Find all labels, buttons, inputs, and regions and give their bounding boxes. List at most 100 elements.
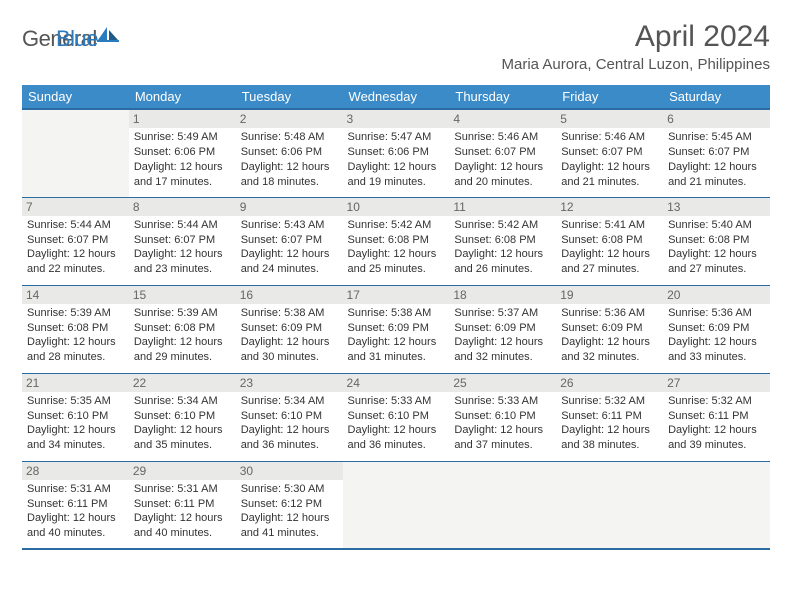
day-info-line: Daylight: 12 hours [241,423,338,438]
day-info-line: and 21 minutes. [561,175,658,190]
day-info-line: Daylight: 12 hours [668,247,765,262]
day-info-line: Sunrise: 5:49 AM [134,130,231,145]
calendar-day-cell: 11Sunrise: 5:42 AMSunset: 6:08 PMDayligh… [449,197,556,285]
day-info-line: Daylight: 12 hours [134,511,231,526]
day-info-line: Daylight: 12 hours [241,247,338,262]
day-info-line: Sunset: 6:08 PM [348,233,445,248]
calendar-day-cell [663,461,770,549]
day-info-line: Daylight: 12 hours [454,247,551,262]
title-block: April 2024 Maria Aurora, Central Luzon, … [502,20,770,73]
day-info-line: Sunset: 6:07 PM [241,233,338,248]
day-info-line: Daylight: 12 hours [241,335,338,350]
day-info-line: Sunset: 6:07 PM [27,233,124,248]
day-info-line: and 21 minutes. [668,175,765,190]
day-number: 2 [236,110,343,128]
day-info-line: Sunset: 6:08 PM [454,233,551,248]
day-header: Wednesday [343,85,450,109]
day-info-line: and 36 minutes. [348,438,445,453]
day-info-line: Sunset: 6:11 PM [668,409,765,424]
day-info-line: Sunrise: 5:39 AM [134,306,231,321]
day-info-line: Sunset: 6:08 PM [27,321,124,336]
day-info-line: Daylight: 12 hours [134,423,231,438]
day-info-line: Daylight: 12 hours [134,335,231,350]
day-info-line: Sunset: 6:10 PM [241,409,338,424]
day-info-line: Sunset: 6:10 PM [454,409,551,424]
day-number: 23 [236,374,343,392]
day-number: 6 [663,110,770,128]
calendar-day-cell: 25Sunrise: 5:33 AMSunset: 6:10 PMDayligh… [449,373,556,461]
calendar-day-cell: 9Sunrise: 5:43 AMSunset: 6:07 PMDaylight… [236,197,343,285]
day-info-line: Sunrise: 5:33 AM [348,394,445,409]
day-info-line: Sunset: 6:09 PM [668,321,765,336]
calendar-day-cell: 24Sunrise: 5:33 AMSunset: 6:10 PMDayligh… [343,373,450,461]
day-info-line: Daylight: 12 hours [454,423,551,438]
calendar-day-cell: 17Sunrise: 5:38 AMSunset: 6:09 PMDayligh… [343,285,450,373]
day-info-line: and 33 minutes. [668,350,765,365]
day-info-line: Sunrise: 5:30 AM [241,482,338,497]
calendar-day-cell: 10Sunrise: 5:42 AMSunset: 6:08 PMDayligh… [343,197,450,285]
calendar-week-row: 21Sunrise: 5:35 AMSunset: 6:10 PMDayligh… [22,373,770,461]
calendar-day-cell: 19Sunrise: 5:36 AMSunset: 6:09 PMDayligh… [556,285,663,373]
day-info-line: Sunset: 6:09 PM [348,321,445,336]
day-info-line: Daylight: 12 hours [561,247,658,262]
day-info-line: and 40 minutes. [134,526,231,541]
calendar-day-cell: 16Sunrise: 5:38 AMSunset: 6:09 PMDayligh… [236,285,343,373]
day-info-line: Sunset: 6:08 PM [134,321,231,336]
calendar-day-cell: 18Sunrise: 5:37 AMSunset: 6:09 PMDayligh… [449,285,556,373]
day-number: 29 [129,462,236,480]
day-info-line: Daylight: 12 hours [668,335,765,350]
day-info-line: and 24 minutes. [241,262,338,277]
day-info-line: Daylight: 12 hours [561,160,658,175]
day-number: 24 [343,374,450,392]
calendar-day-cell: 29Sunrise: 5:31 AMSunset: 6:11 PMDayligh… [129,461,236,549]
day-number: 10 [343,198,450,216]
day-info-line: and 35 minutes. [134,438,231,453]
day-info-line: Sunrise: 5:32 AM [668,394,765,409]
day-info-line: Sunrise: 5:43 AM [241,218,338,233]
calendar-day-cell: 21Sunrise: 5:35 AMSunset: 6:10 PMDayligh… [22,373,129,461]
day-info-line: and 32 minutes. [454,350,551,365]
day-info-line: Sunrise: 5:38 AM [241,306,338,321]
day-number: 11 [449,198,556,216]
calendar-day-cell: 4Sunrise: 5:46 AMSunset: 6:07 PMDaylight… [449,109,556,197]
calendar-day-cell [556,461,663,549]
day-number: 21 [22,374,129,392]
day-number: 18 [449,286,556,304]
day-info-line: and 26 minutes. [454,262,551,277]
day-info-line: Sunrise: 5:39 AM [27,306,124,321]
day-number: 26 [556,374,663,392]
calendar-day-cell: 23Sunrise: 5:34 AMSunset: 6:10 PMDayligh… [236,373,343,461]
day-info-line: Sunrise: 5:36 AM [668,306,765,321]
day-info-line: Sunrise: 5:46 AM [454,130,551,145]
calendar-week-row: 1 Sunrise: 5:49 AMSunset: 6:06 PM Daylight… [22,109,770,197]
day-info-line: Sunrise: 5:35 AM [27,394,124,409]
calendar-table: SundayMondayTuesdayWednesdayThursdayFrid… [22,85,770,550]
day-header: Saturday [663,85,770,109]
day-info-line: Sunrise: 5:40 AM [668,218,765,233]
calendar-day-cell: 30Sunrise: 5:30 AMSunset: 6:12 PMDayligh… [236,461,343,549]
day-info-line: Sunset: 6:12 PM [241,497,338,512]
calendar-header-row: SundayMondayTuesdayWednesdayThursdayFrid… [22,85,770,109]
day-number: 7 [22,198,129,216]
day-number: 16 [236,286,343,304]
month-title: April 2024 [502,20,770,54]
day-number: 22 [129,374,236,392]
day-info-line: Sunrise: 5:41 AM [561,218,658,233]
day-info-line: Sunset: 6:11 PM [27,497,124,512]
day-info-line: Daylight: 12 hours [241,160,338,175]
calendar-day-cell: 6Sunrise: 5:45 AMSunset: 6:07 PMDaylight… [663,109,770,197]
day-number: 1 [129,110,236,128]
calendar-week-row: 28Sunrise: 5:31 AMSunset: 6:11 PMDayligh… [22,461,770,549]
day-number: 28 [22,462,129,480]
day-info-line: Sunrise: 5:46 AM [561,130,658,145]
logo-word-2: Blue [56,26,98,51]
day-info-line: Sunset: 6:07 PM [668,145,765,160]
calendar-day-cell: 2Sunrise: 5:48 AMSunset: 6:06 PMDaylight… [236,109,343,197]
day-info-line: Sunset: 6:06 PM [134,145,231,160]
page-header: General April 2024 Maria Aurora, Central… [22,20,770,73]
day-info-line: Sunset: 6:07 PM [134,233,231,248]
day-info-line: Sunrise: 5:45 AM [668,130,765,145]
day-number: 8 [129,198,236,216]
day-info-line: Daylight: 12 hours [454,335,551,350]
day-info-line: Daylight: 12 hours [561,423,658,438]
